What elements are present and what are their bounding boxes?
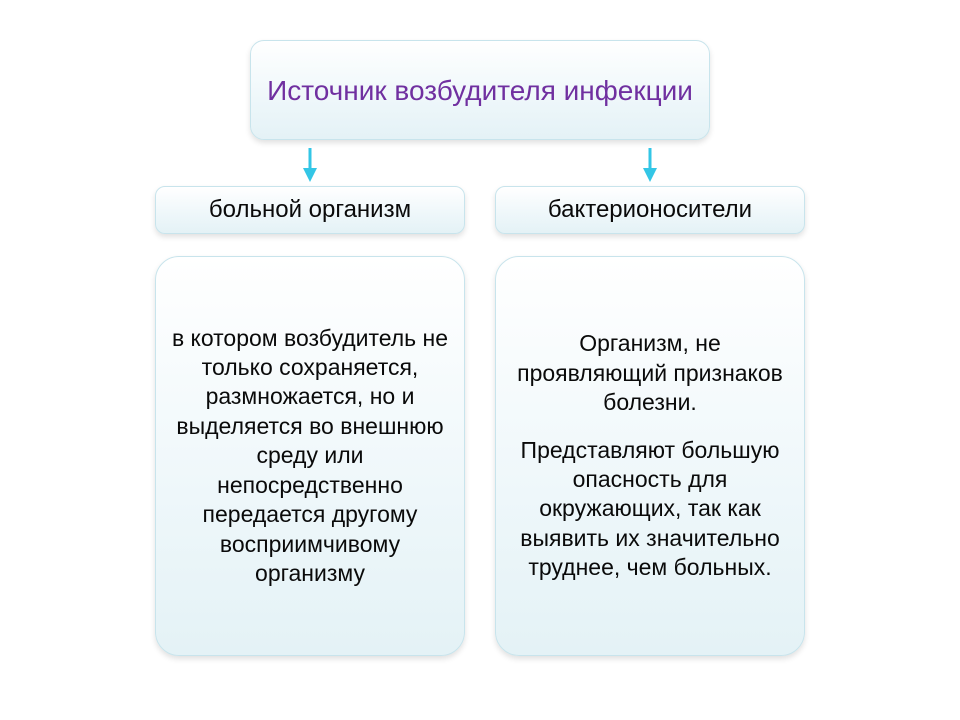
title-text: Источник возбудителя инфекции (267, 73, 693, 108)
description-right-p1: Организм, не проявляющий признаков болез… (510, 329, 790, 417)
subheading-left-label: больной организм (209, 196, 411, 224)
description-left: в котором возбудитель не только сохраняе… (155, 256, 465, 656)
subheading-left: больной организм (155, 186, 465, 234)
arrow-left-icon (303, 148, 317, 182)
subheading-right: бактерионосители (495, 186, 805, 234)
title-box: Источник возбудителя инфекции (250, 40, 710, 140)
description-left-p1: в котором возбудитель не только сохраняе… (170, 324, 450, 589)
subheading-right-label: бактерионосители (548, 196, 752, 224)
description-right: Организм, не проявляющий признаков болез… (495, 256, 805, 656)
description-right-p2: Представляют большую опасность для окруж… (510, 436, 790, 583)
arrow-right-icon (643, 148, 657, 182)
